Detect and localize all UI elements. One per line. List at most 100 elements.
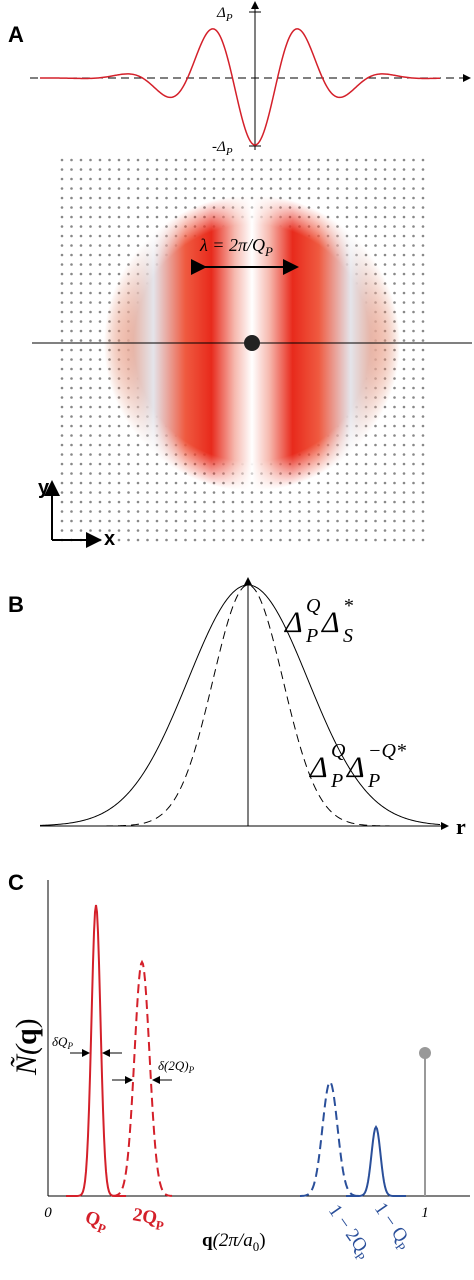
lattice-dot <box>412 434 415 437</box>
lattice-dot <box>89 481 92 485</box>
lattice-dot <box>70 358 73 361</box>
lattice-dot <box>412 187 415 190</box>
lattice-dot <box>288 529 292 532</box>
lattice-dot <box>421 453 425 456</box>
lattice-dot <box>79 481 83 485</box>
lattice-dot <box>136 158 140 162</box>
lattice-dot <box>70 196 73 200</box>
lattice-dot <box>146 168 149 171</box>
lattice-dot <box>269 500 273 504</box>
lattice-dot <box>98 510 102 513</box>
lattice-dot <box>146 519 149 523</box>
lattice-dot <box>326 529 330 532</box>
lattice-dot <box>212 177 216 181</box>
lattice-dot <box>70 263 73 266</box>
lattice-dot <box>193 519 197 523</box>
lattice-dot <box>98 519 102 523</box>
lattice-dot <box>193 510 197 513</box>
lattice-dot <box>260 519 263 523</box>
lattice-dot <box>60 244 64 247</box>
lattice-dot <box>317 519 320 523</box>
lattice-dot <box>345 177 349 181</box>
lattice-dot <box>412 443 415 447</box>
lattice-dot <box>364 177 368 181</box>
lattice-dot <box>269 519 273 523</box>
solid-label: Δ Q P Δ * S <box>284 586 361 649</box>
lattice-dot <box>60 291 64 295</box>
lattice-dot <box>412 234 415 238</box>
lattice-dot <box>89 282 92 285</box>
lattice-dot <box>89 510 92 513</box>
lattice-dot <box>60 215 64 219</box>
lattice-dot <box>421 187 425 190</box>
lattice-dot <box>146 500 149 504</box>
lattice-dot <box>412 291 415 295</box>
lattice-dot <box>260 168 263 171</box>
lattice-dot <box>412 500 415 504</box>
lattice-dot <box>393 510 396 513</box>
lattice-dot <box>146 529 149 532</box>
lattice-dot <box>79 415 83 418</box>
lattice-dot <box>383 538 387 542</box>
lattice-dot <box>98 187 102 190</box>
lattice-dot <box>421 225 425 228</box>
lattice-dot <box>317 187 320 190</box>
lattice-dot <box>288 500 292 504</box>
lattice-dot <box>364 538 368 542</box>
lattice-dot <box>60 443 64 447</box>
lattice-dot <box>421 329 425 333</box>
lattice-dot <box>70 253 73 257</box>
lattice-dot <box>317 529 320 532</box>
lattice-dot <box>127 158 130 162</box>
lattice-dot <box>241 510 244 513</box>
lattice-dot <box>307 187 311 190</box>
lattice-dot <box>222 177 225 181</box>
lattice-dot <box>298 538 301 542</box>
lattice-dot <box>136 168 140 171</box>
lattice-dot <box>117 529 121 532</box>
lattice-dot <box>421 377 425 380</box>
panel-label: C <box>8 870 24 895</box>
lattice-dot <box>279 519 282 523</box>
y-label: Ñ(q) <box>10 1018 43 1076</box>
lattice-dot <box>98 177 102 181</box>
lattice-dot <box>79 434 83 437</box>
lattice-dot <box>165 177 168 181</box>
lattice-dot <box>298 158 301 162</box>
lattice-dot <box>60 396 64 399</box>
lattice-dot <box>117 510 121 513</box>
lattice-dot <box>60 225 64 228</box>
lattice-dot <box>70 234 73 238</box>
stem-head <box>419 1047 431 1059</box>
lattice-dot <box>260 500 263 504</box>
wave <box>40 28 441 146</box>
lattice-dot <box>79 329 83 333</box>
lattice-dot <box>336 519 339 523</box>
lattice-dot <box>355 500 358 504</box>
lattice-dot <box>127 187 130 190</box>
lattice-dot <box>412 396 415 399</box>
lattice-dot <box>79 443 83 447</box>
lattice-dot <box>165 538 168 542</box>
lattice-dot <box>70 348 73 352</box>
lattice-dot <box>89 519 92 523</box>
impurity <box>244 335 260 351</box>
lattice-dot <box>89 158 92 162</box>
x-label: q(2π/a0) <box>202 1230 266 1254</box>
lattice-dot <box>165 187 168 190</box>
lattice-dot <box>117 538 121 542</box>
lattice-dot <box>393 168 396 171</box>
lattice-dot <box>355 519 358 523</box>
lattice-dot <box>317 158 320 162</box>
lattice-dot <box>279 529 282 532</box>
lattice-dot <box>174 529 178 532</box>
lattice-dot <box>336 168 339 171</box>
lattice-dot <box>412 177 415 181</box>
lattice-dot <box>60 158 64 162</box>
lattice-dot <box>165 529 168 532</box>
lattice-dot <box>412 510 415 513</box>
peak-label: QP <box>82 1207 111 1237</box>
lattice-dot <box>89 177 92 181</box>
lattice-dot <box>89 500 92 504</box>
lattice-dot <box>412 263 415 266</box>
